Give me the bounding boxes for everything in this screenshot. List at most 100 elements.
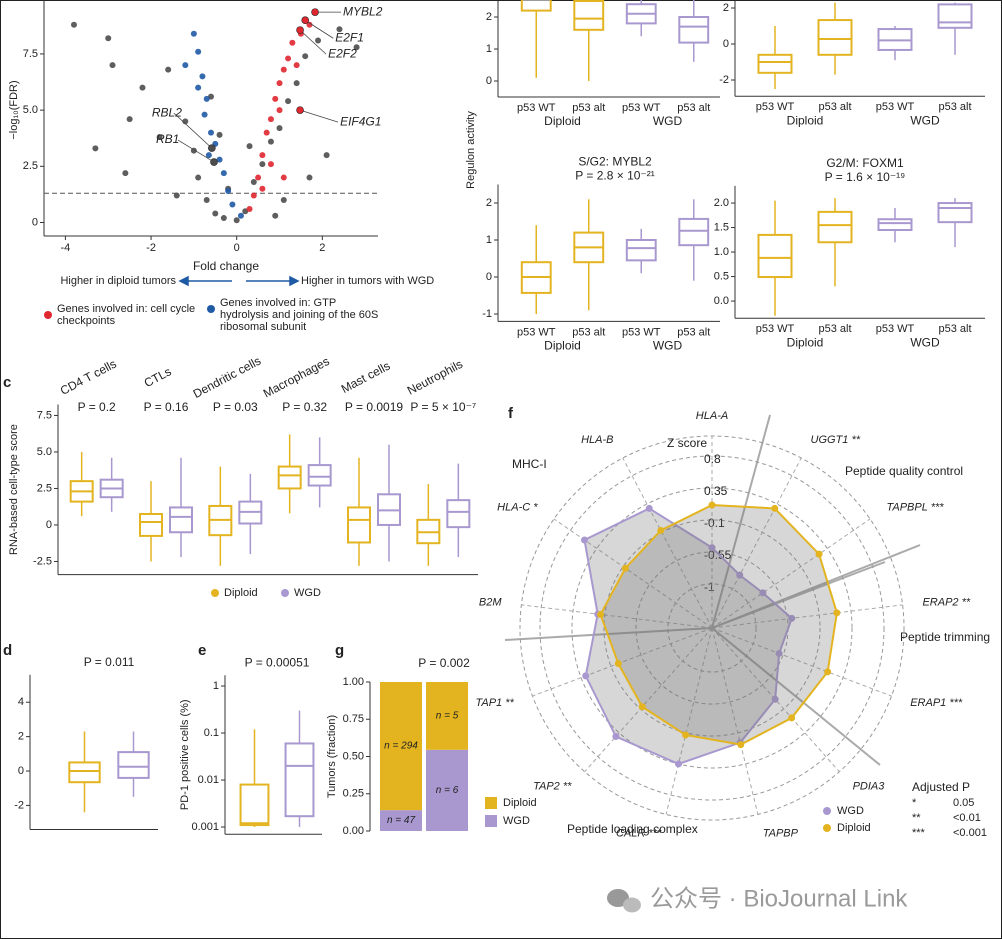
point [139,84,146,91]
gene-label: E2F2 [328,46,357,60]
point [272,95,279,102]
radar-point [771,695,779,703]
x-tick-label: p53 alt [572,102,605,114]
box [678,16,710,44]
point [229,201,236,208]
point [195,48,202,55]
segment-label: n = 6 [436,785,459,796]
legend-dot [44,311,52,319]
point [259,161,266,168]
point [173,192,180,199]
group-label: Peptide loading complex [567,822,698,836]
panel-letter: g [335,642,344,659]
radar-point [815,550,823,558]
box [520,0,552,12]
legend-dot [211,589,219,597]
x-tick-label: p53 WT [517,326,556,338]
radar-point [657,526,665,534]
ring-label: -0.55 [704,548,732,562]
point [280,197,287,204]
sig-symbol: * [912,797,917,809]
highlight-point [208,144,216,152]
sig-symbol: *** [912,827,926,839]
legend-label-box: Genes involved in: cell cycle checkpoint… [57,303,196,327]
point [315,37,322,44]
spoke [711,627,892,697]
point [285,55,292,62]
point [122,170,129,177]
box [446,499,471,529]
point [259,185,266,192]
y-tick-label: 2.5 [37,482,52,494]
box [877,218,913,232]
x-tick-label: p53 WT [756,101,795,113]
y-tick-label: 1 [486,43,492,55]
point [250,179,257,186]
leader [299,29,327,55]
point [70,21,77,28]
segment-label: n = 47 [387,815,416,826]
point [105,35,112,42]
radar-point [788,714,796,722]
point [336,26,343,33]
p-value: P = 0.00051 [245,655,310,669]
x-tick-label: p53 WT [876,323,915,335]
point [203,95,210,102]
point [246,206,253,213]
box [284,742,315,818]
ring [539,455,885,801]
sig-threshold: <0.001 [953,827,987,839]
spoke [665,627,713,815]
leader [299,109,339,123]
group-label: WGD [653,114,683,128]
y-tick-label: 0 [32,216,38,228]
legend-swatch [485,797,497,809]
x-tick-label: p53 alt [677,326,710,338]
ring-label: 0.35 [704,484,728,498]
point [267,161,274,168]
axis-label: CALR *** [616,828,662,840]
x-axis-label: Fold change [193,259,259,273]
radar-point [682,731,690,739]
panel-letter: c [3,374,11,391]
axis-label: B2M [479,596,502,608]
radar-point [597,610,605,618]
sig-symbol: ** [912,812,921,824]
box [757,53,793,74]
group-label: Diploid [544,114,581,128]
y-axis-label: −log₁₀(FDR) [8,80,20,139]
box [817,19,853,56]
y-tick-label: -2 [719,74,729,86]
y-tick-label: 2.0 [714,197,729,209]
group-label: WGD [910,113,940,127]
leader [177,139,215,163]
legend-label: Genes involved in: cell cycle checkpoint… [57,303,196,327]
y-tick-label: 1 [486,234,492,246]
y-tick-label: -1 [482,308,492,320]
point [205,152,212,159]
x-tick-label: p53 alt [818,101,851,113]
radar-point [737,741,745,749]
point [250,192,257,199]
spoke [553,518,713,629]
spoke [711,518,871,629]
point [306,21,313,28]
box [678,217,710,247]
spoke [711,627,840,773]
radar-point [612,733,620,741]
point [216,131,223,138]
y-tick-label: 2 [723,2,729,14]
radar-point [824,668,832,676]
x-tick-label: p53 alt [818,323,851,335]
box [68,761,101,784]
point [199,73,206,80]
highlight-point [210,158,218,166]
p-value: P = 0.002 [418,656,470,670]
point [212,210,219,217]
p-value: P = 0.16 [144,400,189,414]
highlight-point [301,16,310,25]
group-label: Diploid [544,339,581,353]
y-tick-label: 7.5 [23,48,38,60]
spoke [711,457,802,629]
